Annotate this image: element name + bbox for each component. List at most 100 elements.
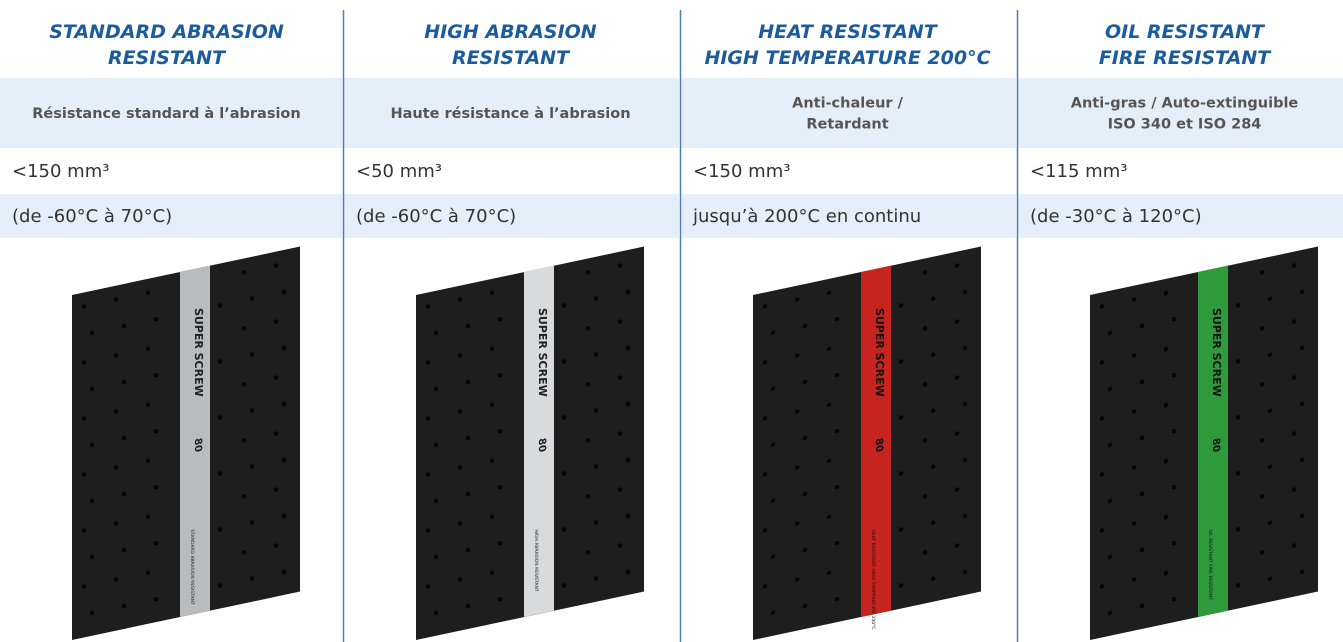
belt-image: SUPER SCREW 80 OIL RESISTANT FIRE RESISTAN… — [1090, 246, 1318, 640]
belt-hole — [433, 554, 439, 560]
belt-hole — [425, 584, 431, 589]
belt-hole — [802, 379, 808, 385]
belt-hole — [1163, 402, 1169, 408]
belt-hole — [121, 491, 127, 497]
belt-hole — [489, 402, 495, 408]
belt-hole — [922, 438, 928, 443]
belt-hole — [1291, 375, 1297, 380]
belt-hole — [153, 372, 159, 378]
belt-hole — [89, 386, 95, 392]
belt-hole — [217, 303, 223, 308]
belt-hole — [834, 428, 840, 434]
belt-hole — [153, 484, 159, 490]
belt-hole — [113, 577, 119, 582]
belt-hole — [762, 360, 768, 365]
belt-hole — [826, 290, 832, 296]
belt-hole — [770, 386, 776, 392]
belt-hole — [249, 352, 255, 358]
belt-stripe — [1198, 265, 1228, 618]
belt-hole — [497, 372, 503, 378]
belt-hole — [954, 263, 960, 268]
belt-hole — [145, 514, 151, 520]
belt-hole — [1171, 316, 1177, 322]
belt-hole — [433, 498, 439, 504]
belt-hole — [585, 438, 591, 443]
belt-hole — [1259, 550, 1265, 555]
belt-hole — [1267, 464, 1273, 470]
belt-hole — [89, 442, 95, 448]
belt-hole — [834, 484, 840, 490]
belt-hole — [145, 458, 151, 464]
belt-hole — [1259, 438, 1265, 443]
belt-hole — [425, 360, 431, 365]
belt-hole — [465, 379, 471, 385]
belt-hole — [1139, 379, 1145, 385]
subtitle: Résistance standard à l’abrasion — [32, 106, 300, 122]
belt-hole — [802, 323, 808, 329]
belt-hole — [273, 543, 279, 548]
belt-hole — [457, 409, 463, 414]
belt-hole — [770, 610, 776, 616]
belt-hole — [1299, 569, 1305, 575]
belt-hole — [1299, 345, 1305, 351]
belt-hole — [922, 270, 928, 275]
belt-hole — [1163, 290, 1169, 296]
belt-hole — [217, 583, 223, 588]
belt-hole — [794, 577, 800, 582]
belt-stripe-label: OIL RESISTANT FIRE RESISTANT — [1207, 529, 1213, 601]
belt-hole — [241, 382, 247, 387]
belt-hole — [794, 465, 800, 470]
belt-hole — [593, 408, 599, 414]
belt-hole — [217, 415, 223, 420]
belt-hole — [930, 576, 936, 582]
belt-hole — [1171, 596, 1177, 602]
belt-hole — [281, 345, 287, 351]
belt-hole — [281, 401, 287, 407]
abrasion-value: <150 mm³ — [693, 161, 790, 182]
belt-hole — [273, 263, 279, 268]
belt-hole — [1291, 319, 1297, 324]
belt-hole — [457, 577, 463, 582]
belt-brand: SUPER SCREW — [1210, 307, 1223, 399]
belt-hole — [1259, 326, 1265, 331]
belt-hole — [625, 345, 631, 351]
belt-hole — [1171, 428, 1177, 434]
belt-hole — [585, 494, 591, 499]
belt-hole — [954, 431, 960, 436]
subtitle: Anti-gras / Auto-extinguible — [1071, 96, 1299, 112]
belt-hole — [826, 402, 832, 408]
belt-hole — [497, 484, 503, 490]
belt-hole — [762, 304, 768, 309]
belt-hole — [1131, 409, 1137, 414]
belt-hole — [425, 472, 431, 477]
belt-hole — [585, 270, 591, 275]
temperature-row — [344, 194, 679, 238]
column: STANDARD ABRASION RESISTANT Résistance sta… — [0, 21, 342, 640]
belt-stripe — [861, 265, 891, 618]
belt-hole — [561, 415, 567, 420]
abrasion-value: <150 mm³ — [12, 161, 109, 182]
belt-hole — [81, 584, 87, 589]
belt-hole — [1163, 346, 1169, 352]
belt-hole — [1171, 372, 1177, 378]
belt-hole — [898, 583, 904, 588]
belt-hole — [770, 498, 776, 504]
belt-hole — [113, 409, 119, 414]
belt-brand: SUPER SCREW — [192, 307, 205, 399]
temperature-row — [0, 194, 342, 238]
belt-hole — [1099, 472, 1105, 477]
belt-hole — [217, 471, 223, 476]
belt-hole — [249, 576, 255, 582]
belt-hole — [1267, 352, 1273, 358]
belt-hole — [794, 521, 800, 526]
column-title: FIRE RESISTANT — [1099, 47, 1272, 69]
column-title: RESISTANT — [452, 47, 571, 69]
belt-hole — [241, 438, 247, 443]
belt-hole — [281, 457, 287, 463]
belt-hole — [113, 353, 119, 358]
subtitle-row — [344, 78, 679, 148]
belt-hole — [561, 471, 567, 476]
belt-hole — [241, 494, 247, 499]
belt-hole — [113, 465, 119, 470]
belt-hole — [121, 379, 127, 385]
